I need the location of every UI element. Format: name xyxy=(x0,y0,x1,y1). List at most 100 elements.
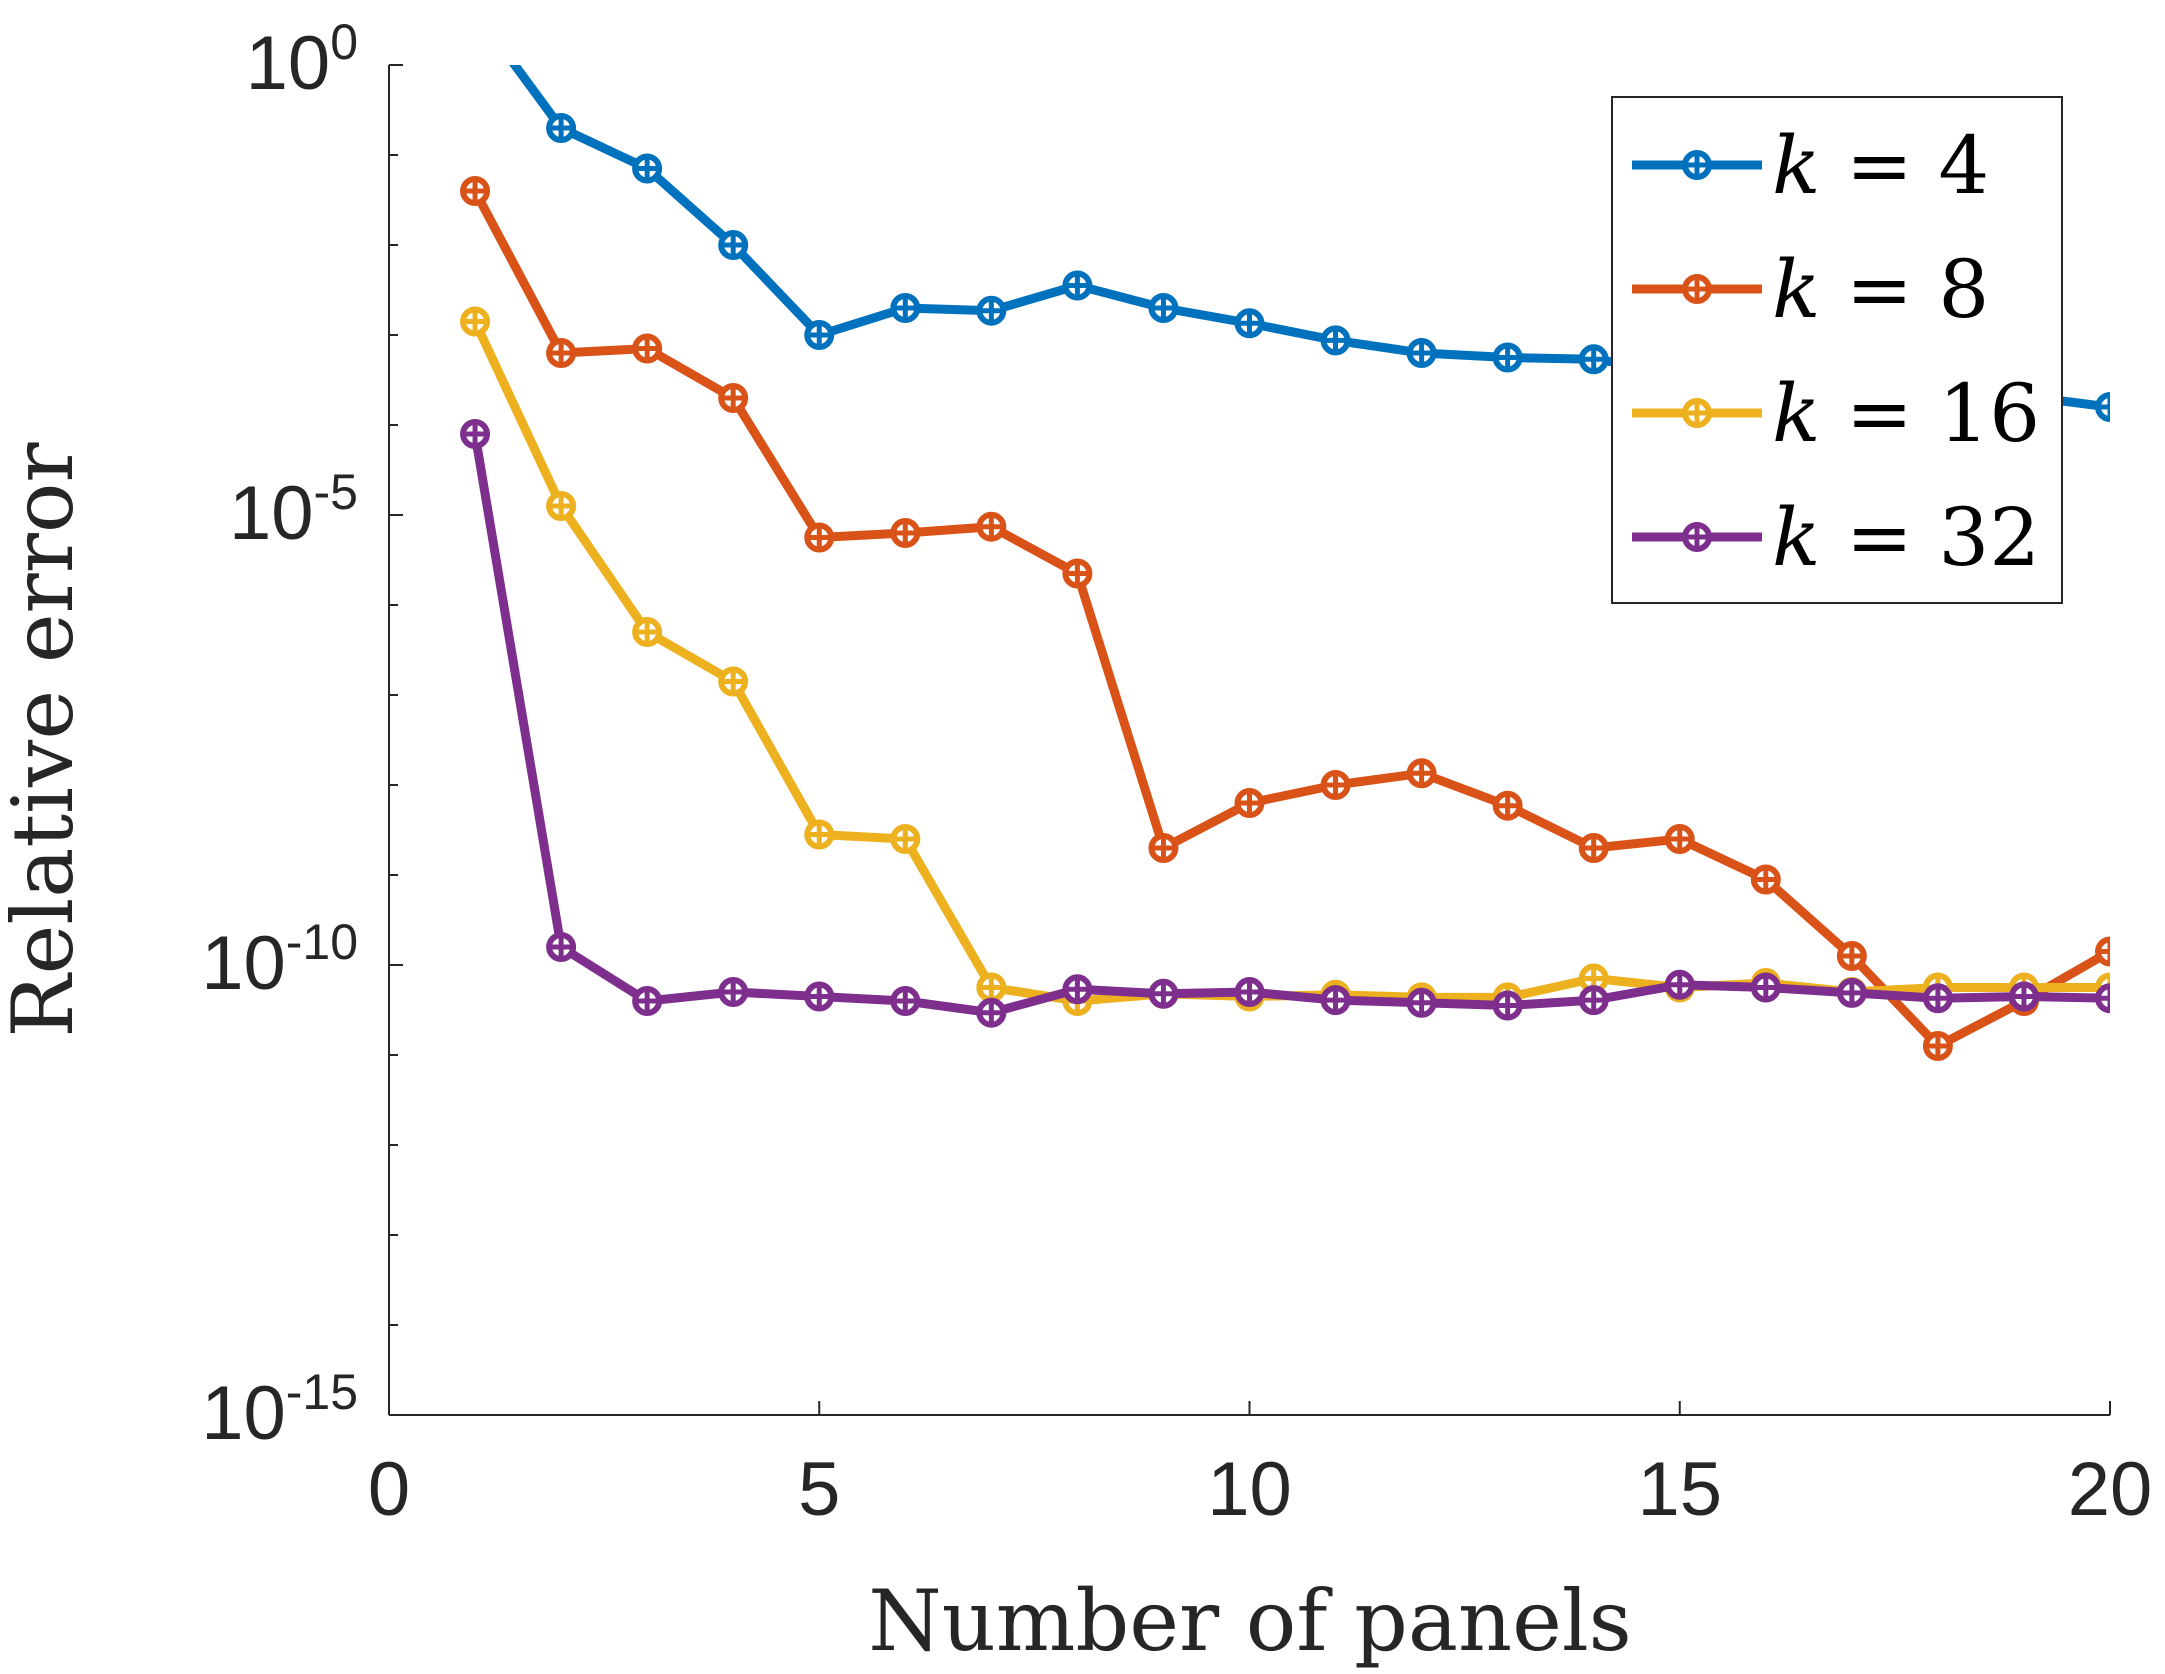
legend-label: k = 4 xyxy=(1772,119,1989,212)
x-tick-label: 10 xyxy=(1207,1447,1292,1532)
data-point xyxy=(890,518,921,548)
y-tick-label: 10-10 xyxy=(201,914,358,1006)
legend-box xyxy=(1611,96,2063,604)
data-point xyxy=(718,383,749,413)
data-point xyxy=(890,824,921,854)
data-point xyxy=(546,491,577,521)
series-line xyxy=(470,186,2110,1051)
legend-variable: k xyxy=(1772,243,1846,336)
data-point xyxy=(1062,974,1093,1005)
legend-item: k = 32 xyxy=(1632,491,2040,584)
data-point xyxy=(804,320,835,350)
data-point xyxy=(1062,558,1093,589)
data-point xyxy=(1406,338,1437,368)
data-point xyxy=(1578,344,1609,375)
legend-value: = 4 xyxy=(1846,119,1989,212)
legend-item: k = 16 xyxy=(1632,367,2040,460)
data-point xyxy=(1750,972,1781,1003)
data-point xyxy=(1406,758,1437,789)
data-point xyxy=(1406,987,1437,1018)
y-tick-label: 10-15 xyxy=(201,1364,358,1456)
data-point-circle xyxy=(463,0,487,23)
data-point xyxy=(2008,981,2039,1012)
data-point xyxy=(1922,1031,1953,1061)
data-point xyxy=(976,972,1007,1003)
x-tick-label: 0 xyxy=(368,1447,410,1532)
data-point xyxy=(804,522,835,553)
data-point xyxy=(1836,941,1867,971)
y-tick-label: 10-5 xyxy=(229,464,358,556)
data-point xyxy=(890,293,921,323)
data-point xyxy=(632,617,663,647)
data-point xyxy=(546,113,577,143)
x-tick-label: 20 xyxy=(2068,1447,2153,1532)
data-point xyxy=(1320,770,1351,800)
y-tick-exponent: -15 xyxy=(286,1364,358,1420)
legend-label: k = 8 xyxy=(1772,243,1989,336)
y-tick-exponent: 0 xyxy=(330,14,358,70)
data-point xyxy=(1234,308,1265,339)
data-point xyxy=(632,986,663,1016)
x-tick-label: 5 xyxy=(798,1447,840,1532)
data-point xyxy=(718,666,749,697)
data-point xyxy=(1836,977,1867,1008)
data-point xyxy=(804,981,835,1012)
y-tick-exponent: -5 xyxy=(314,464,358,520)
data-point xyxy=(1664,824,1695,854)
legend-item: k = 4 xyxy=(1632,119,1989,212)
data-point xyxy=(2095,983,2110,1014)
x-tick-label: 15 xyxy=(1637,1447,1722,1532)
data-point xyxy=(976,511,1007,542)
data-point xyxy=(632,153,663,184)
legend-variable: k xyxy=(1772,367,1846,460)
data-point xyxy=(1922,983,1953,1014)
y-tick-base: 10 xyxy=(201,921,286,1006)
data-point xyxy=(1148,978,1179,1009)
x-axis-label: Number of panels xyxy=(868,1572,1632,1670)
data-point xyxy=(460,419,491,449)
legend-variable: k xyxy=(1772,119,1846,212)
data-point xyxy=(1234,788,1265,818)
data-point xyxy=(1492,342,1523,373)
y-tick-label: 100 xyxy=(246,14,358,106)
data-point xyxy=(1234,977,1265,1007)
data-point xyxy=(1062,270,1093,301)
data-point xyxy=(546,932,577,962)
data-point xyxy=(976,295,1007,326)
y-tick-base: 10 xyxy=(229,471,314,556)
data-point xyxy=(890,986,921,1016)
data-point xyxy=(1578,833,1609,863)
legend-label: k = 16 xyxy=(1772,367,2040,460)
y-tick-base: 10 xyxy=(201,1371,286,1456)
data-point xyxy=(1320,325,1351,356)
data-point xyxy=(1492,990,1523,1021)
data-point xyxy=(463,0,487,23)
data-point xyxy=(632,333,663,364)
data-point xyxy=(1750,864,1781,895)
data-point xyxy=(1320,985,1351,1016)
series-k-32 xyxy=(460,419,2110,1028)
data-point xyxy=(460,176,491,206)
data-point xyxy=(804,819,835,850)
data-point xyxy=(1148,833,1179,863)
data-point xyxy=(976,997,1007,1028)
data-point xyxy=(546,338,577,368)
data-point xyxy=(1664,969,1695,1000)
data-point xyxy=(1578,985,1609,1016)
legend-value: = 32 xyxy=(1846,491,2040,584)
y-tick-exponent: -10 xyxy=(286,914,358,970)
data-point xyxy=(1148,293,1179,323)
data-point xyxy=(718,230,749,260)
legend-value: = 16 xyxy=(1846,367,2040,460)
y-axis-label: Relative error xyxy=(0,442,92,1038)
data-point xyxy=(1492,790,1523,821)
data-point xyxy=(2095,936,2110,967)
legend-label: k = 32 xyxy=(1772,491,2040,584)
legend: k = 4k = 8k = 16k = 32 xyxy=(1611,96,2063,604)
y-tick-base: 10 xyxy=(246,21,331,106)
legend-variable: k xyxy=(1772,491,1846,584)
legend-value: = 8 xyxy=(1846,243,1989,336)
